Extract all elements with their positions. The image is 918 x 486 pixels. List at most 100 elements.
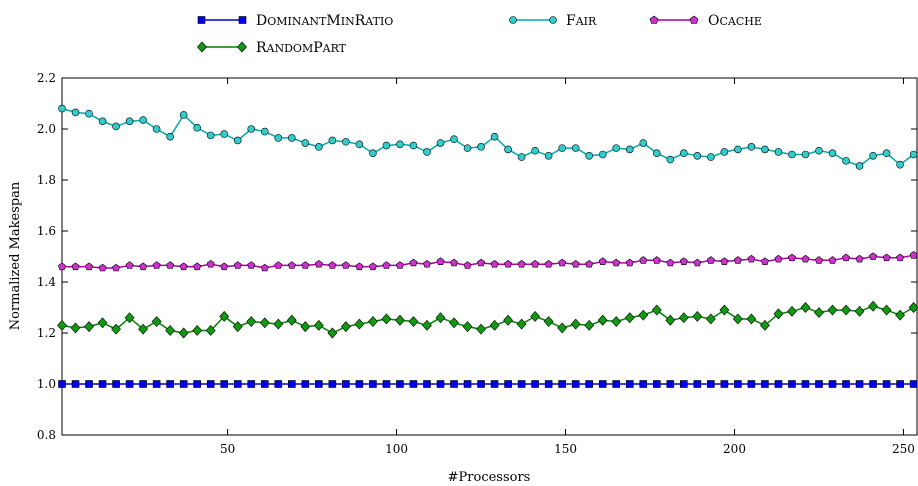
data-point-randompart	[800, 302, 811, 313]
data-point-fair	[747, 143, 756, 151]
data-point-dominantminratio	[139, 380, 147, 388]
data-point-randompart	[489, 319, 500, 331]
x-tick-label: 150	[554, 442, 577, 456]
data-point-fair	[896, 160, 904, 169]
data-point-randompart	[570, 318, 581, 330]
legend-marker-dominantminratio	[197, 16, 206, 24]
data-point-fair	[369, 149, 377, 158]
data-point-ocache	[220, 262, 229, 271]
data-point-randompart	[327, 327, 338, 339]
legend-marker-randompart	[237, 41, 247, 53]
data-point-ocache	[125, 261, 134, 269]
data-point-fair	[882, 149, 891, 158]
data-point-randompart	[340, 321, 351, 333]
data-point-ocache	[112, 263, 121, 272]
data-point-ocache	[314, 260, 323, 268]
data-point-ocache	[828, 256, 837, 264]
data-point-dominantminratio	[301, 380, 310, 388]
data-point-fair	[666, 155, 675, 164]
series-line-ocache	[62, 254, 914, 269]
data-point-dominantminratio	[409, 380, 418, 388]
data-point-fair	[490, 132, 499, 141]
data-point-dominantminratio	[328, 380, 337, 388]
data-point-fair	[179, 111, 188, 119]
data-point-dominantminratio	[842, 380, 850, 388]
data-point-fair	[288, 134, 296, 142]
data-point-ocache	[693, 258, 702, 267]
data-point-ocache	[706, 256, 715, 264]
data-point-dominantminratio	[571, 380, 580, 388]
data-point-fair	[680, 149, 688, 158]
data-point-randompart	[732, 313, 743, 325]
data-point-randompart	[773, 308, 784, 320]
series-randompart	[57, 300, 918, 339]
legend-entry-ocache: OCACHE	[649, 13, 762, 29]
data-point-dominantminratio	[815, 380, 823, 388]
legend: DOMINANTMINRATIO FAIR OCACHE RANDOMPART	[197, 13, 762, 56]
data-point-fair	[409, 141, 418, 150]
legend-marker-ocache	[649, 15, 659, 24]
y-tick-label: 2.2	[37, 71, 56, 85]
data-point-randompart	[678, 312, 689, 324]
data-point-ocache	[720, 257, 729, 266]
data-point-fair	[355, 140, 364, 149]
data-point-dominantminratio	[896, 380, 904, 388]
data-point-ocache	[463, 261, 472, 269]
data-point-fair	[382, 141, 391, 150]
data-point-fair	[707, 153, 715, 161]
y-tick-label: 1.4	[37, 275, 56, 289]
data-point-fair	[801, 150, 810, 159]
data-point-dominantminratio	[58, 380, 66, 388]
data-point-randompart	[827, 304, 838, 316]
data-point-ocache	[504, 260, 513, 268]
data-point-ocache	[679, 257, 688, 266]
data-point-fair	[761, 145, 769, 154]
data-point-ocache	[341, 261, 350, 269]
data-point-ocache	[260, 263, 269, 272]
data-point-fair	[639, 139, 648, 147]
data-point-randompart	[597, 314, 608, 326]
legend-entry-dominantminratio: DOMINANTMINRATIO	[197, 13, 393, 29]
data-point-dominantminratio	[693, 380, 702, 388]
data-point-randompart	[611, 316, 622, 327]
data-point-fair	[774, 148, 783, 156]
data-point-ocache	[531, 260, 540, 268]
data-point-ocache	[801, 254, 810, 263]
data-point-ocache	[558, 258, 567, 267]
data-point-dominantminratio	[382, 380, 391, 388]
data-point-randompart	[476, 323, 486, 335]
data-point-dominantminratio	[828, 380, 837, 388]
data-point-dominantminratio	[193, 380, 201, 388]
data-point-randompart	[841, 304, 851, 316]
data-point-fair	[342, 137, 350, 146]
legend-label-randompart: RANDOMPART	[256, 40, 347, 56]
data-point-fair	[585, 151, 593, 160]
data-point-ocache	[760, 257, 769, 266]
series-ocache	[58, 251, 918, 272]
data-point-ocache	[869, 252, 878, 260]
data-point-dominantminratio	[166, 380, 174, 388]
data-point-randompart	[638, 309, 649, 321]
data-point-dominantminratio	[612, 380, 621, 388]
data-point-randompart	[259, 317, 270, 329]
data-point-dominantminratio	[544, 380, 553, 388]
data-point-dominantminratio	[220, 380, 229, 388]
data-point-randompart	[138, 323, 149, 335]
data-point-fair	[139, 116, 147, 124]
data-point-randompart	[408, 316, 419, 327]
data-point-dominantminratio	[747, 380, 756, 388]
data-point-randompart	[881, 304, 892, 316]
data-point-ocache	[355, 262, 364, 271]
series-fair	[58, 104, 918, 170]
data-point-randompart	[895, 309, 906, 321]
data-point-fair	[828, 149, 837, 158]
data-point-randompart	[354, 318, 365, 330]
x-tick-label: 100	[385, 442, 408, 456]
data-point-dominantminratio	[680, 380, 688, 388]
data-point-fair	[544, 151, 553, 160]
data-point-randompart	[908, 302, 918, 313]
x-axis-title: #Processors	[448, 470, 531, 485]
data-point-dominantminratio	[98, 380, 107, 388]
data-point-fair	[85, 109, 93, 118]
x-tick-label: 250	[892, 442, 915, 456]
